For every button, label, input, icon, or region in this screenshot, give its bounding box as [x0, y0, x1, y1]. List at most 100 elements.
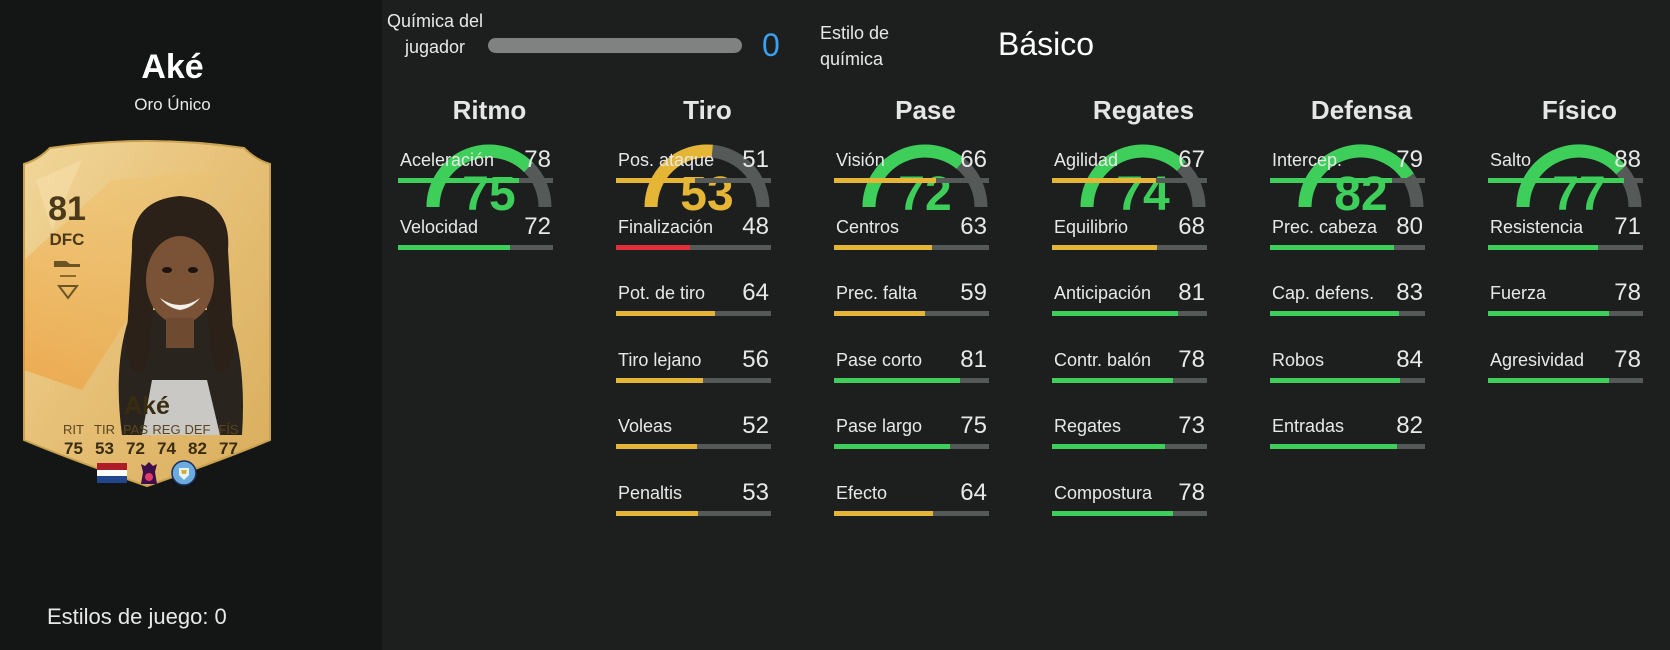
attribute-row[interactable]: Prec. falta 59 — [834, 279, 989, 327]
attribute-row[interactable]: Agresividad 78 — [1488, 346, 1643, 394]
attribute-bar-fill — [1052, 178, 1156, 183]
attribute-value: 75 — [960, 412, 987, 440]
attribute-label: Compostura — [1054, 483, 1153, 503]
attribute-row[interactable]: Visión 66 — [834, 146, 989, 194]
attribute-label: Efecto — [836, 483, 888, 503]
attribute-bar — [616, 244, 771, 250]
attribute-bar-fill — [1052, 377, 1173, 383]
attribute-label: Regates — [1054, 416, 1122, 437]
card-rating: 81 — [48, 190, 86, 228]
attribute-row[interactable]: Prec. cabeza 80 — [1270, 213, 1425, 261]
attribute-bar-fill — [834, 311, 926, 317]
playstyles-count: Estilos de juego: 0 — [47, 604, 227, 629]
attribute-row[interactable]: Pot. de tiro 64 — [616, 279, 771, 327]
card-position: DFC — [49, 230, 85, 249]
attribute-value: 59 — [960, 279, 987, 307]
attribute-value: 64 — [742, 279, 769, 307]
attribute-row[interactable]: Compostura 78 — [1052, 479, 1207, 527]
attribute-row[interactable]: Pos. ataque 51 — [616, 146, 771, 194]
attribute-row[interactable]: Regates 73 — [1052, 412, 1207, 460]
card-stat-reg: REG 74 — [152, 422, 181, 458]
attribute-bar-fill — [834, 244, 932, 250]
category-value: 75 — [462, 168, 516, 221]
attribute-bar-fill — [398, 244, 510, 250]
attribute-bar — [1052, 511, 1207, 516]
attribute-bar-fill — [834, 178, 937, 183]
card-stats: RIT 75 TIR 53 PAS 72 REG 74 DEF 82 FÍS 77 — [58, 422, 244, 459]
attribute-row[interactable]: Cap. defens. 83 — [1270, 279, 1425, 327]
chemistry-diamond-icon — [57, 285, 79, 300]
attribute-bar-fill — [1488, 244, 1599, 250]
attribute-row[interactable]: Fuerza 78 — [1488, 279, 1643, 327]
attribute-label: Velocidad — [400, 216, 479, 237]
player-photo — [118, 196, 243, 435]
attribute-bar-fill — [1270, 377, 1401, 383]
attribute-row[interactable]: Tiro lejano 56 — [616, 346, 771, 394]
attribute-row[interactable]: Penaltis 53 — [616, 479, 771, 527]
boot-icon — [54, 261, 80, 267]
attribute-row[interactable]: Finalización 48 — [616, 213, 771, 261]
attribute-bar-fill — [1488, 178, 1625, 183]
attribute-bar-fill — [834, 377, 960, 383]
card-stat-tir: TIR 53 — [94, 422, 115, 458]
attribute-row[interactable]: Velocidad 72 — [398, 213, 553, 261]
chemistry-style-value[interactable]: Básico — [998, 26, 1095, 62]
attribute-row[interactable]: Resistencia 71 — [1488, 213, 1643, 261]
card-stat-pas: PAS 72 — [122, 422, 149, 458]
attribute-label: Pase largo — [836, 416, 923, 437]
attribute-row[interactable]: Agilidad 67 — [1052, 146, 1207, 194]
attribute-row[interactable]: Pase corto 81 — [834, 346, 989, 394]
chemistry-label: Química del jugador — [386, 11, 484, 57]
attribute-bar-fill — [1270, 444, 1398, 450]
attribute-label: Pase corto — [836, 349, 923, 370]
attribute-bar — [1488, 178, 1643, 183]
attribute-row[interactable]: Equilibrio 68 — [1052, 213, 1207, 261]
category-value: 74 — [1116, 168, 1170, 221]
attribute-bar — [1270, 178, 1425, 183]
attribute-label: Prec. falta — [836, 283, 918, 304]
attribute-row[interactable]: Anticipación 81 — [1052, 279, 1207, 327]
chemistry-value: 0 — [762, 27, 780, 63]
chemistry-style-label: Estilo de química — [820, 23, 890, 69]
attribute-label: Robos — [1272, 349, 1325, 370]
attribute-bar-fill — [834, 444, 951, 450]
attribute-value: 81 — [1178, 279, 1205, 307]
attribute-row[interactable]: Contr. balón 78 — [1052, 346, 1207, 394]
attribute-value: 78 — [1178, 479, 1205, 506]
attribute-value: 73 — [1178, 412, 1205, 440]
attribute-label: Cap. defens. — [1272, 283, 1375, 304]
attribute-row[interactable]: Voleas 52 — [616, 412, 771, 460]
attribute-bar — [616, 511, 771, 516]
attribute-value: 82 — [1396, 412, 1423, 440]
card-icons — [97, 460, 197, 486]
category-title: Tiro — [683, 95, 732, 125]
attribute-row[interactable]: Salto 88 — [1488, 146, 1643, 194]
attribute-value: 83 — [1396, 279, 1423, 307]
category-title: Ritmo — [452, 95, 527, 125]
attribute-bar — [834, 511, 989, 516]
attribute-value: 84 — [1396, 345, 1423, 373]
attribute-row[interactable]: Intercep. 79 — [1270, 146, 1425, 194]
attribute-bar — [1270, 311, 1425, 317]
attribute-row[interactable]: Pase largo 75 — [834, 412, 989, 460]
attribute-row[interactable]: Aceleración 78 — [398, 146, 553, 194]
manchester-city-badge-icon — [171, 460, 197, 486]
attribute-value: 78 — [1614, 345, 1641, 373]
attribute-row[interactable]: Efecto 64 — [834, 479, 989, 527]
attribute-label: Pot. de tiro — [618, 283, 706, 304]
attribute-value: 51 — [742, 146, 769, 173]
attribute-bar-fill — [1052, 444, 1166, 450]
attribute-label: Centros — [836, 216, 900, 237]
category-value: 82 — [1334, 168, 1388, 221]
attribute-bar — [616, 444, 771, 450]
attribute-value: 78 — [1178, 345, 1205, 373]
attribute-value: 56 — [742, 345, 769, 373]
attribute-bar-fill — [1052, 311, 1178, 317]
attribute-row[interactable]: Entradas 82 — [1270, 412, 1425, 460]
player-card[interactable]: 81 DFC Aké RIT 75 TIR 53 PAS 72 REG 74 DEF 82… — [22, 140, 272, 490]
attribute-bar — [1270, 444, 1425, 450]
attribute-row[interactable]: Robos 84 — [1270, 346, 1425, 394]
category-value: 72 — [898, 168, 952, 221]
attribute-label: Visión — [836, 150, 885, 170]
attribute-row[interactable]: Centros 63 — [834, 213, 989, 261]
